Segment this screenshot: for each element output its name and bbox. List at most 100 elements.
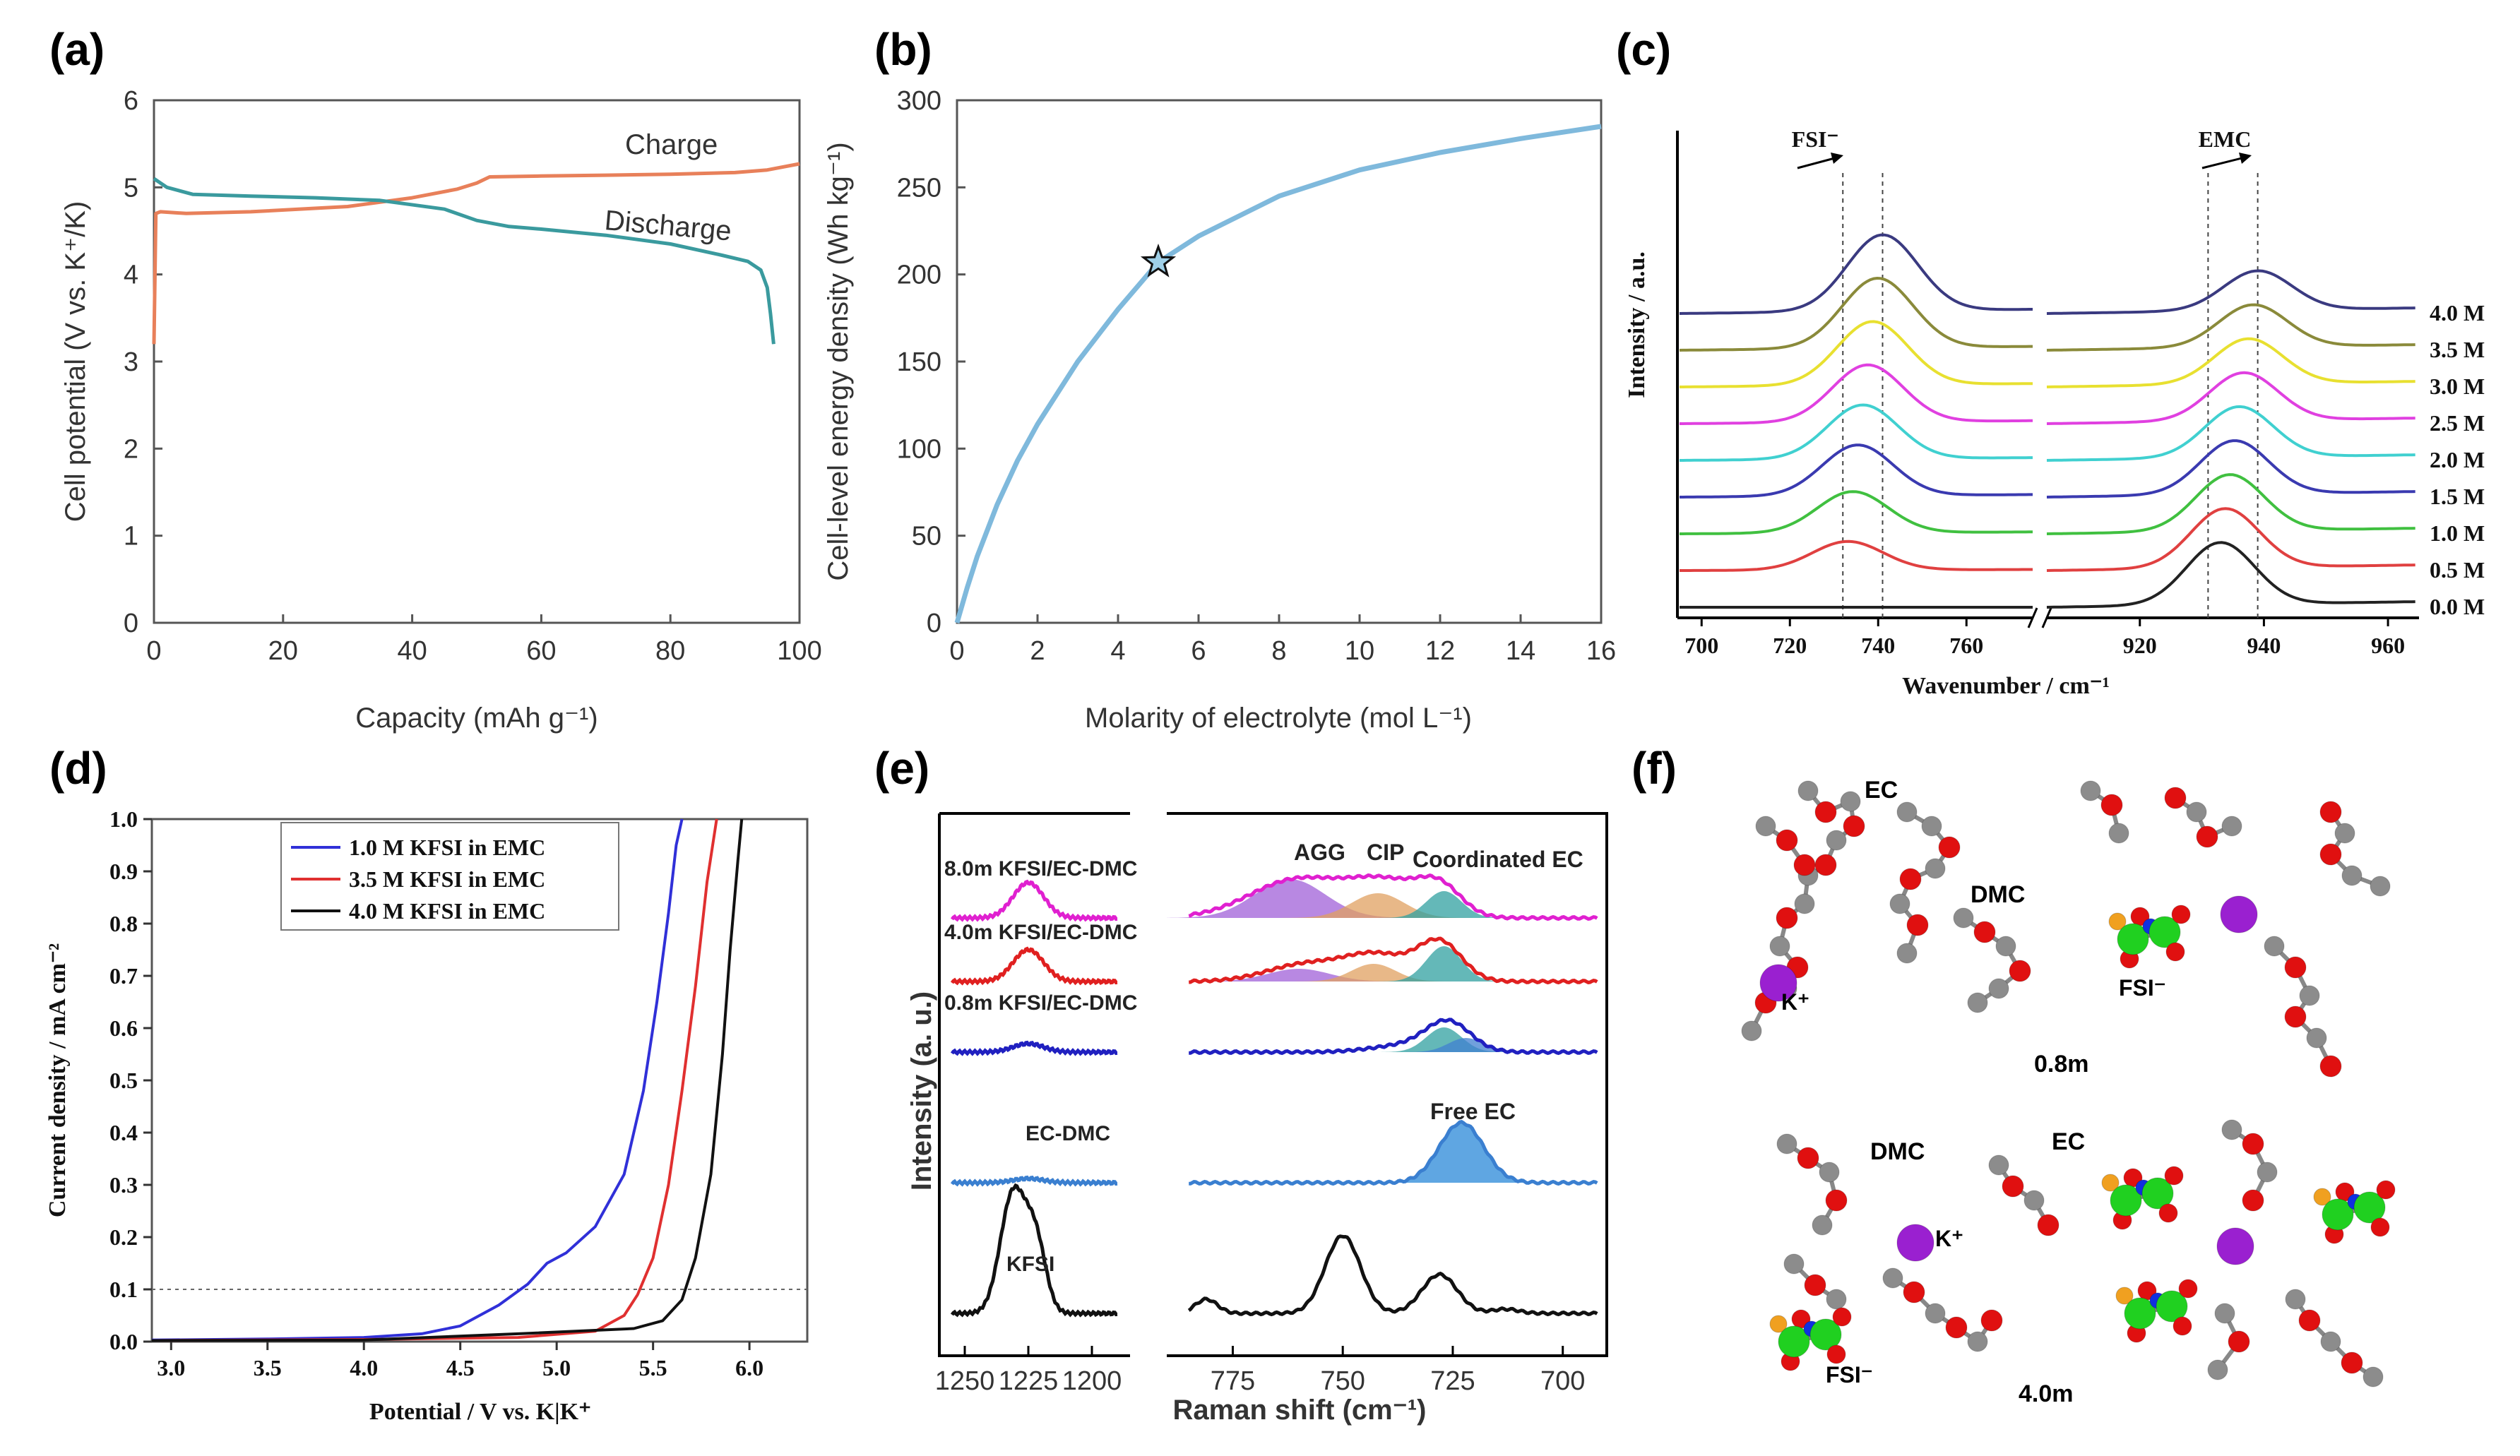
k-ion-top-right	[2220, 895, 2258, 933]
pa-ytick-label: 0	[124, 609, 138, 638]
carbon-atom	[1741, 1020, 1762, 1042]
panel-e: (e) 1250 1225 1200 775 750 725 700 8.0m KFSI/EC…	[874, 743, 1608, 1426]
pc-curve-emc-0	[2046, 541, 2415, 609]
pc-series-label: 2.5 M	[2430, 410, 2485, 436]
pb-xtick-label: 16	[1586, 636, 1616, 666]
pe-fit-fill-2-0	[1167, 1027, 1607, 1052]
oxygen-atom	[2037, 1214, 2060, 1236]
pb-ytick-label: 200	[897, 261, 941, 290]
k-ion-bottom-right	[2216, 1227, 2254, 1265]
pd-ytick-label: 0.1	[109, 1277, 138, 1302]
carbon-atom	[2257, 1162, 2278, 1183]
pd-xtick-label: 6.0	[735, 1355, 763, 1380]
pb-xtick-label: 8	[1271, 636, 1286, 666]
pb-xtick-label: 14	[1506, 636, 1535, 666]
oxygen-atom	[1825, 1189, 1848, 1212]
pc-curve-fsi-6	[1680, 320, 2033, 388]
pc-series-label: 3.5 M	[2430, 337, 2485, 362]
pa-xtick-label: 0	[146, 636, 161, 666]
k-ion-top-left	[1759, 964, 1797, 1002]
oxygen-atom	[2196, 825, 2218, 848]
pc-series-label: 4.0 M	[2430, 300, 2485, 326]
pe-fit-fill-0-1	[1167, 893, 1607, 918]
pe-fit-fill-0-0	[1167, 879, 1607, 918]
pb-ytick-label: 250	[897, 173, 941, 203]
fsi-top-s	[2117, 923, 2149, 955]
panel-c-ylabel: Intensity / a.u.	[1624, 251, 1650, 398]
fsi-top-s	[2148, 916, 2181, 948]
carbon-atom	[2299, 985, 2320, 1006]
fsi-bot-2-s	[2322, 1198, 2354, 1231]
pb-series-energy	[954, 124, 1602, 623]
pe-curve-left-1	[950, 946, 1118, 986]
panel-c-fsi-label: FSI⁻	[1792, 126, 1839, 152]
carbon-atom	[2370, 876, 2391, 897]
panel-b-frame	[956, 99, 1603, 624]
panel-f-label: (f)	[1632, 743, 1677, 794]
panel-e-ylabel: Intensity (a. u.)	[906, 991, 937, 1191]
oxygen-atom	[1980, 1309, 2003, 1332]
pd-ytick-label: 0.2	[109, 1224, 138, 1250]
oxygen-atom	[1814, 854, 1837, 876]
panel-a-frame	[153, 99, 801, 624]
pe-curve-left-2	[950, 1040, 1118, 1056]
carbon-atom	[1819, 1162, 1840, 1183]
fsi-bot-1-s	[2110, 1184, 2142, 1217]
carbon-atom	[1812, 1215, 1833, 1236]
pe-frame-right	[1167, 812, 1608, 1357]
pb-star-marker	[1140, 243, 1177, 278]
pf-top-ec: EC	[1865, 777, 1898, 804]
oxygen-atom	[2298, 1309, 2321, 1332]
pe-curve-right-3	[1189, 1119, 1598, 1186]
pa-xtick-label: 80	[655, 636, 685, 666]
carbon-atom	[2306, 1027, 2327, 1049]
carbon-atom	[2023, 1190, 2045, 1211]
oxygen-atom	[2284, 1006, 2307, 1028]
panel-d-ylabel: Current density / mA cm⁻²	[44, 943, 71, 1217]
pe-xtick-label: 1250	[935, 1366, 995, 1396]
pc-curve-emc-6	[2046, 337, 2415, 388]
pc-curve-emc-8	[2046, 269, 2415, 315]
pb-ytick-label: 0	[927, 609, 941, 638]
pa-ytick-label: 4	[124, 261, 138, 290]
oxygen-atom	[2242, 1189, 2264, 1212]
fsi-bot-2-f	[2313, 1188, 2331, 1206]
oxygen-atom	[2319, 843, 2342, 866]
carbon-atom	[1921, 816, 1942, 837]
pe-series-label-2: 0.8m KFSI/EC-DMC	[944, 991, 1137, 1015]
pd-xtick-label: 5.0	[542, 1355, 571, 1380]
oxygen-atom	[2228, 1330, 2250, 1353]
oxygen-atom	[1843, 815, 1865, 837]
panel-c-xlabel: Wavenumber / cm⁻¹	[1902, 673, 2110, 699]
pc-xtick-label: 940	[2247, 633, 2281, 658]
pd-xtick-label: 3.5	[254, 1355, 282, 1380]
pc-xtick-label: 740	[1861, 633, 1895, 658]
carbon-atom	[1755, 816, 1776, 837]
fsi-top-o	[2171, 905, 2191, 924]
pd-legend-label: 4.0 M KFSI in EMC	[349, 898, 545, 924]
carbon-atom	[2341, 865, 2362, 886]
pe-xtick-label: 775	[1211, 1366, 1255, 1396]
fsi-bot-3-o	[2178, 1279, 2198, 1299]
pd-series-2	[151, 818, 744, 1342]
carbon-atom	[2221, 1119, 2242, 1140]
pc-xtick-label: 700	[1684, 633, 1718, 658]
pc-curve-emc-7	[2046, 303, 2415, 352]
pb-xtick-label: 0	[949, 636, 964, 666]
pf-top-dmc: DMC	[1971, 881, 2025, 908]
pd-ytick-label: 0.3	[109, 1172, 138, 1198]
pc-curve-fsi-2	[1680, 490, 2033, 535]
oxygen-atom	[1776, 829, 1798, 852]
fsi-bot-left-s	[1809, 1318, 1842, 1351]
pd-ytick-label: 0.0	[109, 1329, 138, 1354]
carbon-atom	[1896, 943, 1918, 964]
pd-series-0	[151, 818, 684, 1342]
pd-xtick-label: 4.5	[446, 1355, 475, 1380]
pe-xtick-label: 725	[1430, 1366, 1475, 1396]
oxygen-atom	[2002, 1175, 2024, 1198]
pd-legend-label: 1.0 M KFSI in EMC	[349, 835, 545, 860]
panel-b: (b) 0 2 4 6 8 10 12 14 16 0 50 100 150 200 250 300 Mola…	[823, 24, 1616, 734]
panel-a-xlabel: Capacity (mAh g⁻¹)	[355, 703, 598, 734]
oxygen-atom	[2319, 1055, 2342, 1078]
pe-curve-right-1	[1189, 936, 1598, 985]
